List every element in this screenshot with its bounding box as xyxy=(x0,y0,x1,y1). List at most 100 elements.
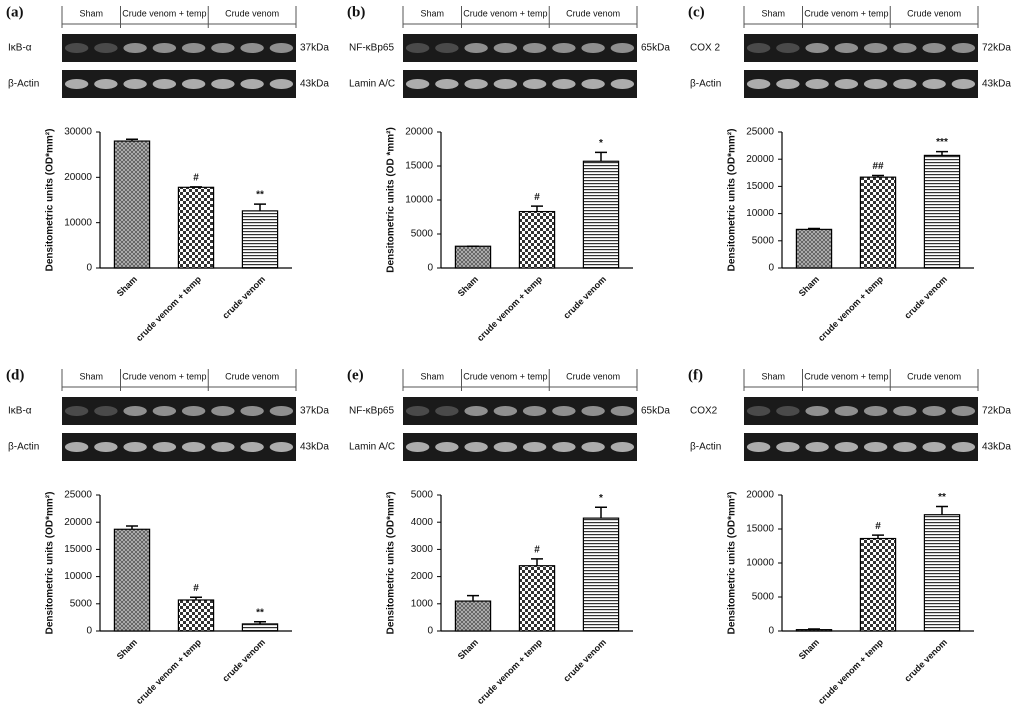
blot-size-label: 37kDa xyxy=(300,43,329,54)
error-bar xyxy=(126,138,138,142)
error-bar xyxy=(595,151,607,162)
blot-band xyxy=(581,43,605,53)
blot-band xyxy=(211,406,235,416)
y-axis-label: Densitometric units (OD*mm²) xyxy=(727,129,738,272)
error-bar xyxy=(190,596,202,600)
x-tick-label: crude venom + temp xyxy=(475,274,544,343)
blot-band xyxy=(746,442,771,452)
blot-group-label: Crude venom + temp xyxy=(122,8,206,18)
blot-band xyxy=(211,79,235,89)
error-bar xyxy=(126,525,138,530)
blot-band xyxy=(240,79,264,89)
blot-size-label: 72kDa xyxy=(982,43,1011,54)
blot-group-label: Crude venom xyxy=(225,371,279,381)
blot-size-label: 37kDa xyxy=(300,406,329,417)
blot-band xyxy=(834,79,859,89)
significance-marker: * xyxy=(599,138,603,149)
panel-label: (d) xyxy=(6,367,24,383)
significance-marker: ** xyxy=(938,492,946,503)
blot-band xyxy=(152,406,177,416)
y-tick-label: 5000 xyxy=(411,229,434,240)
blot-size-label: 65kDa xyxy=(641,43,670,54)
blot-band xyxy=(240,43,264,53)
y-axis-label: Densitometric units (OD*mm²) xyxy=(386,492,397,635)
significance-marker: * xyxy=(599,493,603,504)
blot-band xyxy=(464,43,488,53)
bar xyxy=(582,517,620,632)
blot-group-label: Crude venom xyxy=(566,8,620,18)
y-tick-label: 0 xyxy=(427,263,433,274)
y-tick-label: 15000 xyxy=(746,524,774,535)
blot-size-label: 65kDa xyxy=(641,406,670,417)
x-tick-label: Sham xyxy=(115,274,139,298)
blot-band xyxy=(269,43,294,53)
y-tick-label: 10000 xyxy=(746,558,774,569)
y-tick-label: 20000 xyxy=(405,127,433,138)
blot-group-label: Sham xyxy=(420,8,444,18)
blot-band xyxy=(405,43,430,53)
blot-band xyxy=(240,406,264,416)
blot-band xyxy=(435,406,459,416)
blot-band xyxy=(805,442,829,452)
bar xyxy=(795,629,833,632)
blot-band xyxy=(152,442,177,452)
blot-band xyxy=(951,406,976,416)
blot-size-label: 43kDa xyxy=(982,79,1011,90)
significance-marker: *** xyxy=(936,137,948,148)
blot-band xyxy=(610,79,635,89)
significance-marker: # xyxy=(193,172,199,183)
bar xyxy=(795,228,833,269)
blot-band xyxy=(405,79,430,89)
blot-band xyxy=(464,442,488,452)
blot-band xyxy=(552,43,576,53)
blot-band xyxy=(863,406,888,416)
blot-band xyxy=(64,406,89,416)
blot-band xyxy=(581,406,605,416)
x-tick-label: crude venom + temp xyxy=(816,274,885,343)
blot-band xyxy=(922,406,946,416)
y-tick-label: 20000 xyxy=(746,490,774,501)
blot-protein-label: NF-κBp65 xyxy=(349,406,394,417)
blot-band xyxy=(834,406,859,416)
blot-size-label: 43kDa xyxy=(300,442,329,453)
y-tick-label: 1000 xyxy=(411,598,434,609)
bar xyxy=(177,599,215,632)
blot-group-label: Crude venom + temp xyxy=(804,8,888,18)
blot-band xyxy=(863,43,888,53)
blot-protein-label: β-Actin xyxy=(690,442,721,453)
blot-band xyxy=(181,43,206,53)
blot-band xyxy=(522,43,547,53)
significance-marker: ## xyxy=(872,161,884,172)
blot-band xyxy=(123,79,147,89)
blot-band xyxy=(211,43,235,53)
blot-band xyxy=(435,43,459,53)
blot-band xyxy=(746,406,771,416)
x-tick-label: crude venom xyxy=(902,274,949,321)
bar xyxy=(454,245,492,269)
y-tick-label: 5000 xyxy=(752,235,775,246)
blot-protein-label: IκB-α xyxy=(8,406,32,417)
blot-band xyxy=(493,406,518,416)
x-tick-label: Sham xyxy=(797,637,821,661)
bar xyxy=(518,565,556,632)
blot-protein-label: IκB-α xyxy=(8,43,32,54)
blot-group-label: Crude venom + temp xyxy=(122,371,206,381)
blot-band xyxy=(181,79,206,89)
blot-band xyxy=(152,43,177,53)
blot-group-label: Crude venom + temp xyxy=(463,8,547,18)
blot-band xyxy=(610,442,635,452)
x-tick-label: crude venom xyxy=(220,274,267,321)
panel-label: (f) xyxy=(688,367,703,383)
blot-band xyxy=(94,43,118,53)
y-tick-label: 20000 xyxy=(64,517,92,528)
blot-band xyxy=(805,43,829,53)
y-tick-label: 10000 xyxy=(64,571,92,582)
blot-band xyxy=(805,79,829,89)
x-tick-label: Sham xyxy=(797,274,821,298)
error-bar xyxy=(936,505,948,515)
blot-group-label: Crude venom xyxy=(907,8,961,18)
blot-protein-label: COX 2 xyxy=(690,43,720,54)
y-tick-label: 30000 xyxy=(64,127,92,138)
y-axis-label: Densitometric units (OD*mm²) xyxy=(45,492,56,635)
blot-protein-label: NF-κBp65 xyxy=(349,43,394,54)
